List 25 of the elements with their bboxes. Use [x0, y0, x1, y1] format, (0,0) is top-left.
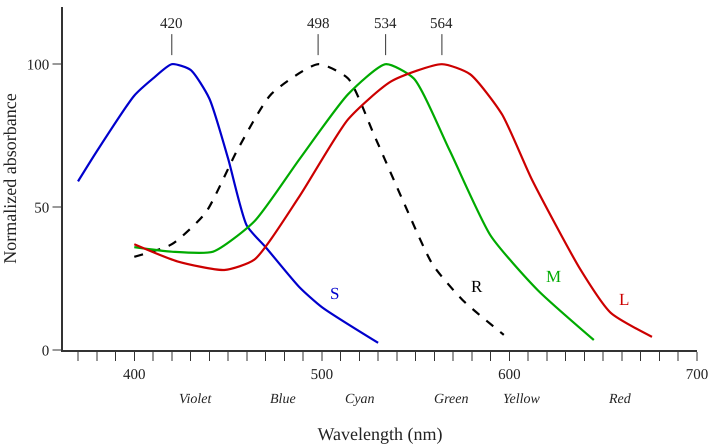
- text: Yellow: [503, 392, 540, 407]
- x-tick-label: 500: [310, 366, 334, 383]
- x-tick-label: 700: [686, 366, 708, 383]
- y-tick-label: 0: [42, 343, 50, 360]
- text: Green: [434, 392, 468, 407]
- annotation: 534: [374, 16, 397, 32]
- line-series: [76, 63, 380, 344]
- text: Violet: [179, 392, 213, 407]
- series-label: M: [546, 267, 562, 286]
- annotation: 420: [160, 16, 182, 32]
- line-series: [133, 63, 505, 336]
- x-tick-label: 400: [123, 366, 146, 383]
- annotation: 564: [430, 16, 453, 32]
- annotation: 498: [307, 16, 330, 32]
- y-tick-label: 50: [34, 200, 50, 216]
- text: Cyan: [345, 392, 375, 407]
- series-label: S: [330, 284, 340, 303]
- text: Blue: [270, 392, 296, 407]
- x-axis-title: Wavelength (nm): [317, 424, 443, 444]
- text: Red: [608, 392, 632, 407]
- series-label: R: [471, 277, 483, 296]
- y-tick-label: 100: [26, 57, 50, 74]
- y-axis-title: Normalized absorbance: [0, 93, 20, 264]
- x-tick-label: 600: [498, 366, 521, 383]
- series-label: L: [619, 290, 630, 309]
